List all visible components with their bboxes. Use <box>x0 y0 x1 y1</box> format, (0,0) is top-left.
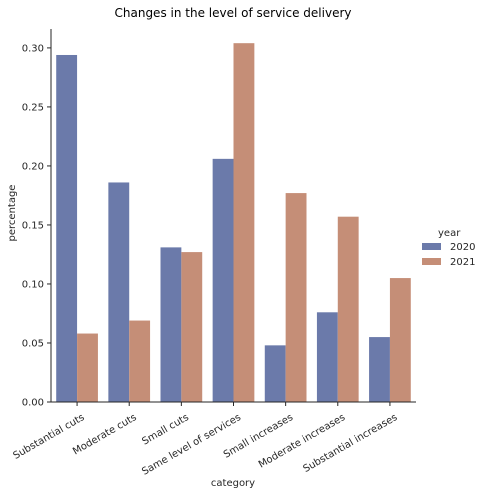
y-tick-label: 0.25 <box>22 102 44 113</box>
bar-2020-1 <box>56 54 78 402</box>
x-tick-label: Same level of services <box>140 412 243 478</box>
bar-2021-3 <box>181 252 203 402</box>
bar-2020-7 <box>369 337 390 402</box>
legend-label-2021: 2021 <box>450 257 475 268</box>
bar-2020-5 <box>264 345 286 402</box>
legend-swatch-2020 <box>422 243 441 250</box>
x-tick-label: Moderate increases <box>257 412 347 471</box>
bar-2020-3 <box>160 247 182 402</box>
y-tick-label: 0.20 <box>22 161 44 172</box>
bar-2021-7 <box>389 278 411 402</box>
y-tick-label: 0.10 <box>22 279 44 290</box>
bar-2021-1 <box>77 333 98 402</box>
x-tick-label: Substantial increases <box>301 412 399 475</box>
bar-2021-2 <box>129 320 151 402</box>
legend-label-2020: 2020 <box>450 242 475 253</box>
chart-title: Changes in the level of service delivery <box>115 6 352 20</box>
y-tick-label: 0.05 <box>22 338 44 349</box>
y-axis-label: percentage <box>7 185 18 242</box>
bar-2020-2 <box>108 182 130 402</box>
y-tick-label: 0.00 <box>22 398 44 409</box>
legend-title: year <box>438 228 461 239</box>
y-axis: 0.00 0.05 0.10 0.15 0.20 0.25 0.30 <box>22 29 52 409</box>
x-axis-label: category <box>211 478 255 489</box>
legend: year 2020 2021 <box>422 228 475 268</box>
y-tick-label: 0.30 <box>22 43 44 54</box>
bar-2021-4 <box>233 43 255 402</box>
legend-swatch-2021 <box>422 258 441 265</box>
bar-2020-4 <box>212 158 234 402</box>
bar-2020-6 <box>316 312 338 402</box>
bar-2021-6 <box>337 216 359 402</box>
bars <box>56 43 411 402</box>
bar-2021-5 <box>285 193 307 402</box>
y-tick-label: 0.15 <box>22 220 44 231</box>
